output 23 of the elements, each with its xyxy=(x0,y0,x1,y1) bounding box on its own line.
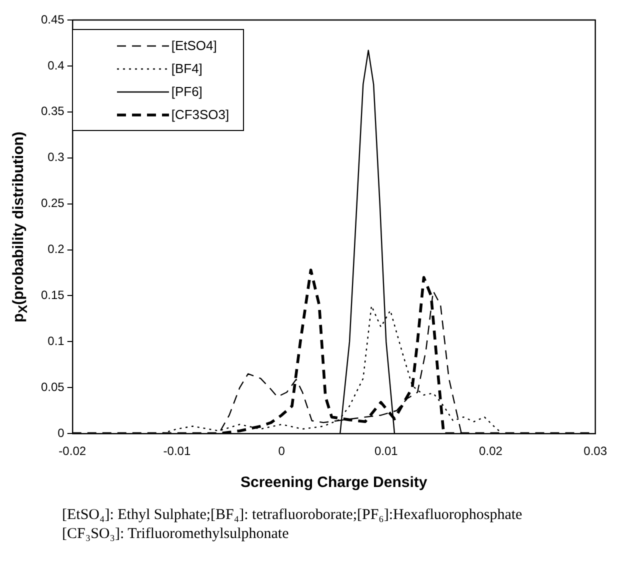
y-tick-label: 0.25 xyxy=(40,196,65,210)
text: [CF₃SO₃]: Trifluoromethylsulphonate xyxy=(62,525,290,544)
x-tick-label: 0.01 xyxy=(374,444,398,458)
y-tick-label: 0.4 xyxy=(48,58,65,72)
y-tick-label: 0.15 xyxy=(40,288,65,302)
y-tick-label: 0.45 xyxy=(40,12,65,26)
y-tick-label: 0.3 xyxy=(48,150,65,164)
legend-label: [CF3SO3] xyxy=(171,107,230,122)
x-axis-title: Screening Charge Density xyxy=(240,474,428,492)
y-tick-label: 0.05 xyxy=(40,380,65,394)
x-tick-label: 0.03 xyxy=(584,444,608,458)
y-tick-label: 0.2 xyxy=(48,242,65,256)
x-tick-label: 0.02 xyxy=(479,444,503,458)
y-tick-label: 0.35 xyxy=(40,104,65,118)
legend-label: [EtSO4] xyxy=(171,38,217,53)
y-tick-label: 0 xyxy=(58,426,65,440)
x-tick-label: -0.02 xyxy=(58,444,86,458)
legend-label: [PF6] xyxy=(171,84,202,99)
legend-label: [BF4] xyxy=(171,61,202,76)
x-tick-label: 0 xyxy=(278,444,286,458)
text: [EtSO₄]: Ethyl Sulphate;[BF₄]: tetrafluoroborate;[PF₆]:Hexafluorophosphate xyxy=(62,506,524,525)
y-tick-label: 0.1 xyxy=(48,334,65,348)
x-tick-label: -0.01 xyxy=(163,444,191,458)
